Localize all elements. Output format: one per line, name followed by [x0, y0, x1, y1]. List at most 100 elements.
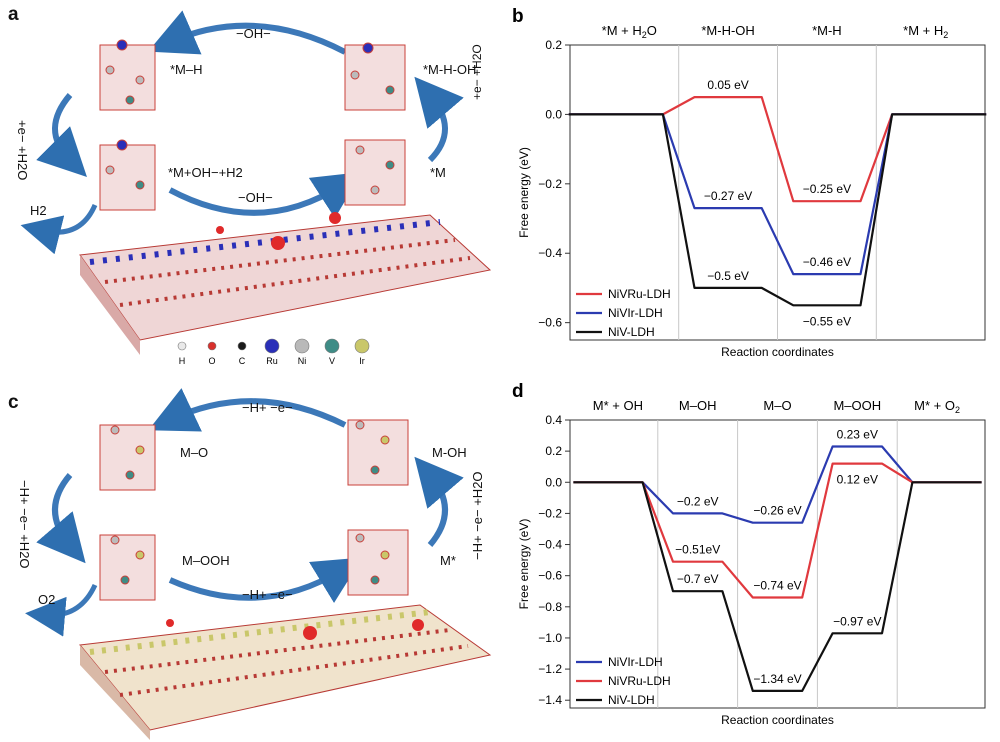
data-label-nivru-ldh-2: −0.25 eV	[803, 182, 851, 196]
y-tick-label: −1.2	[538, 662, 562, 676]
data-label-nivir-ldh-3: 0.23 eV	[837, 427, 878, 441]
arrow-o2	[25, 583, 98, 637]
atom-legend-label-ir: Ir	[359, 356, 365, 366]
y-tick-label: −0.4	[538, 538, 562, 552]
step-label-0: M* + OH	[593, 398, 643, 413]
cluster-bottom-right	[347, 529, 409, 596]
y-tick-label: −0.6	[538, 316, 562, 330]
ldh-slab-c	[79, 604, 492, 740]
data-label-nivru-ldh-1: −0.51eV	[675, 543, 720, 557]
cluster-top-right	[347, 419, 409, 486]
y-axis-label: Free energy (eV)	[517, 147, 531, 238]
product-h2: H2	[30, 203, 47, 218]
atom-legend-swatch-ru	[264, 338, 280, 354]
arrow-top	[147, 10, 347, 55]
y-tick-label: −0.8	[538, 600, 562, 614]
state-top-left: M–O	[180, 445, 209, 460]
arrow-label-right: +e− +H2O	[470, 44, 484, 100]
arrow-top	[148, 388, 347, 432]
step-label-2: *M-H	[812, 23, 842, 38]
atom-legend-swatch-v	[324, 338, 340, 354]
arrow-right	[414, 456, 464, 547]
ldh-slab-a	[79, 212, 492, 355]
arrow-right	[414, 76, 464, 163]
y-axis-label: Free energy (eV)	[517, 519, 531, 610]
product-o2: O2	[38, 592, 56, 607]
data-label-niv-ldh-2: −1.34 eV	[753, 672, 801, 686]
step-label-0: *M + H2O	[602, 23, 657, 40]
y-tick-label: −0.6	[538, 569, 562, 583]
atom-legend-swatch-c	[237, 341, 247, 351]
arrow-label-top: −OH−	[236, 26, 271, 41]
data-label-nivir-ldh-2: −0.26 eV	[753, 504, 801, 518]
arrow-bottom	[168, 557, 363, 603]
data-label-nivir-ldh-1: −0.27 eV	[704, 189, 752, 203]
atom-legend-label-o: O	[208, 356, 215, 366]
state-bottom-right: *M	[430, 165, 446, 180]
data-label-nivru-ldh-2: −0.74 eV	[753, 578, 801, 592]
step-label-4: M* + O2	[914, 398, 960, 415]
series-line-niv-ldh	[573, 481, 982, 692]
data-label-nivru-ldh-1: 0.05 eV	[707, 78, 748, 92]
atom-legend-swatch-ir	[354, 338, 370, 354]
state-bottom-right: M*	[440, 553, 456, 568]
data-label-niv-ldh-1: −0.5 eV	[707, 269, 749, 283]
schematic-a	[20, 10, 492, 355]
atom-legend-label-ni: Ni	[298, 356, 307, 366]
series-line-niv-ldh	[568, 113, 987, 307]
y-tick-label: 0.4	[545, 413, 562, 427]
legend-label-nivir-ldh: NiVIr-LDH	[608, 306, 663, 320]
chart-b: b *M + H2O *M-H-OH *M-H *M + H2 0.2 0.0 −0.2 −0.…	[512, 6, 987, 359]
atom-legend-label-c: C	[239, 356, 246, 366]
atom-legend-label-h: H	[179, 356, 186, 366]
step-label-3: M–OOH	[833, 398, 881, 413]
atom-legend-swatch-h	[177, 341, 187, 351]
cluster-top-right	[344, 42, 406, 111]
step-label-1: M–OH	[679, 398, 717, 413]
legend-label-nivru-ldh: NiVRu-LDH	[608, 287, 671, 301]
chart-d: d M* + OH M–OH M–O M–OOH M* + O2 0.4 0.2 0.0 −0.2…	[512, 381, 986, 727]
y-tick-label: −1.0	[538, 631, 562, 645]
legend-label-niv-ldh: NiV-LDH	[608, 325, 655, 339]
arrow-left	[36, 473, 86, 564]
arrow-label-right: −H+ −e− +H2O	[470, 471, 485, 560]
arrow-label-left: +e− +H2O	[15, 120, 30, 181]
atom-legend-label-ru: Ru	[266, 356, 278, 366]
cluster-top-left	[99, 39, 156, 111]
atom-legend-swatch-ni	[294, 338, 310, 354]
x-axis-label: Reaction coordinates	[721, 345, 834, 359]
panel-b: b *M + H2O *M-H-OH *M-H *M + H2 0.2 0.0 −0.2 −0.…	[500, 0, 1000, 370]
arrow-label-left: −H+ −e− +H2O	[17, 480, 32, 569]
step-label-2: M–O	[763, 398, 791, 413]
legend-label-nivru-ldh: NiVRu-LDH	[608, 674, 671, 688]
state-top-right: M-OH	[432, 445, 467, 460]
y-tick-label: −1.4	[538, 693, 562, 707]
atom-legend-swatch-o	[207, 341, 217, 351]
arrow-label-bottom: −H+ −e−	[242, 587, 293, 602]
legend-label-nivir-ldh: NiVIr-LDH	[608, 655, 663, 669]
data-label-nivru-ldh-3: 0.12 eV	[837, 473, 878, 487]
y-tick-label: 0.2	[545, 38, 562, 52]
panel-label-b: b	[512, 6, 524, 27]
data-label-niv-ldh-2: −0.55 eV	[803, 314, 851, 328]
y-tick-label: −0.2	[538, 177, 562, 191]
atom-legend: H O C Ru Ni V Ir	[177, 338, 370, 366]
panel-c: c	[0, 380, 500, 742]
data-label-niv-ldh-3: −0.97 eV	[833, 614, 881, 628]
step-label-3: *M + H2	[903, 23, 948, 40]
data-label-nivir-ldh-2: −0.46 eV	[803, 255, 851, 269]
series-line-nivir-ldh	[573, 445, 982, 524]
y-tick-label: 0.2	[545, 444, 562, 458]
x-axis-label: Reaction coordinates	[721, 713, 834, 727]
arrow-left	[36, 93, 87, 177]
legend-label-niv-ldh: NiV-LDH	[608, 693, 655, 707]
series-line-nivru-ldh	[568, 96, 987, 203]
y-tick-label: 0.0	[545, 475, 562, 489]
panel-label-c: c	[8, 392, 19, 413]
state-bottom-left: M–OOH	[182, 553, 230, 568]
series-line-nivru-ldh	[573, 462, 982, 599]
cluster-bottom-left	[99, 139, 156, 211]
y-tick-label: 0.0	[545, 107, 562, 121]
state-top-right: *M-H-OH	[423, 62, 477, 77]
state-top-left: *M–H	[170, 62, 203, 77]
